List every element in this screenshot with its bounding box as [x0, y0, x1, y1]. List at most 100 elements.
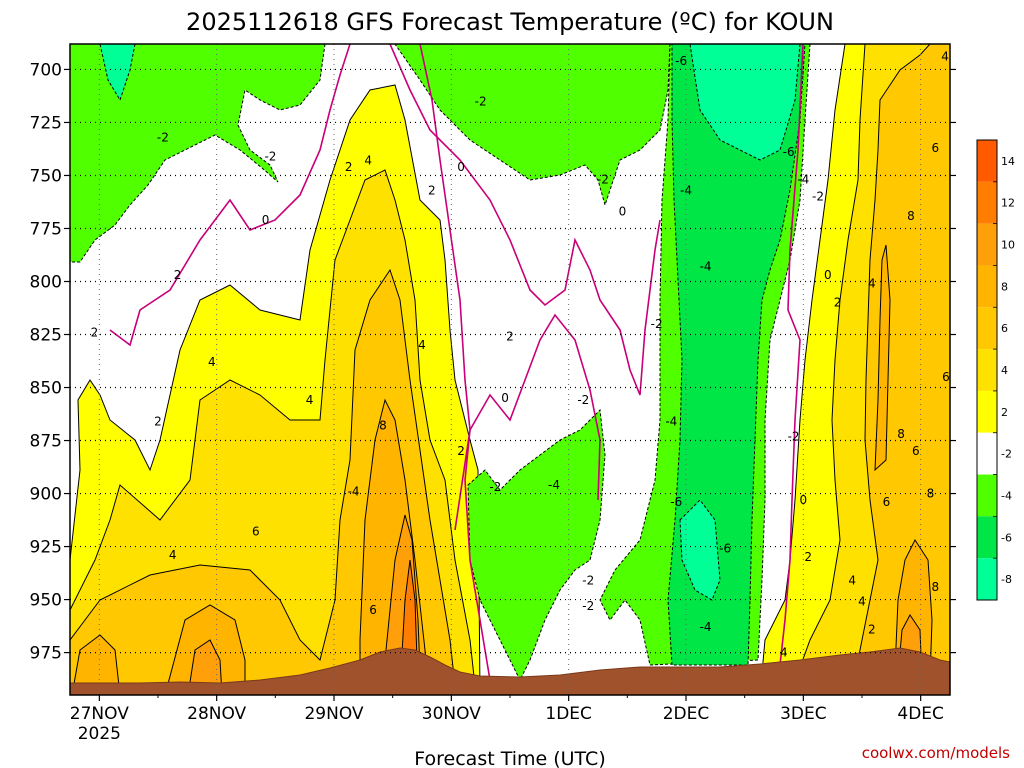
- x-tick-sublabel: 2025: [78, 724, 121, 744]
- contour-label: 8: [927, 487, 935, 501]
- y-tick-label: 950: [30, 591, 62, 611]
- x-tick-label: 30NOV: [422, 704, 481, 724]
- colorbar-label: 14: [1001, 155, 1015, 168]
- contour-label: -2: [582, 599, 594, 613]
- y-tick-label: 750: [30, 166, 62, 186]
- y-tick-label: 825: [30, 326, 62, 346]
- x-tick-label: 3DEC: [780, 704, 827, 724]
- contour-label: 0: [262, 213, 270, 227]
- warm-region-10: [187, 514, 422, 695]
- contour-label: 2: [834, 296, 842, 310]
- contour-label: 0: [800, 493, 808, 507]
- colorbar-swatch: [977, 558, 997, 600]
- contour-label: 2: [91, 325, 99, 339]
- contour-label: 4: [208, 355, 216, 369]
- cold-region-left: [70, 44, 326, 263]
- contour-label: -2: [812, 190, 824, 204]
- contour-label: 8: [379, 419, 387, 433]
- contour-label: 4: [306, 393, 314, 407]
- zero-isotherm-5: [779, 44, 804, 666]
- contour-label: 8: [932, 580, 940, 594]
- contour-label: 4: [780, 646, 788, 660]
- x-tick-label: 27NOV: [70, 704, 129, 724]
- x-tick-label: 28NOV: [187, 704, 246, 724]
- contour-label: -2: [582, 573, 594, 587]
- y-tick-label: 700: [30, 60, 62, 80]
- contour-label: 0: [619, 205, 627, 219]
- contour-label: 2: [868, 622, 876, 636]
- contour-label: -2: [157, 130, 169, 144]
- y-tick-label: 875: [30, 432, 62, 452]
- colorbar-label: -4: [1001, 489, 1012, 502]
- contour-label: 2: [428, 183, 436, 197]
- colorbar-label: 8: [1001, 280, 1008, 293]
- terrain: [70, 647, 950, 695]
- y-tick-label: 725: [30, 113, 62, 133]
- contour-label: 4: [941, 50, 949, 64]
- contour-label: 4: [364, 154, 372, 168]
- contour-label: -4: [700, 260, 712, 274]
- contour-label: 6: [932, 141, 940, 155]
- colorbar-frame: [976, 139, 998, 601]
- warm-region-6: [70, 268, 457, 695]
- cold-region-top-middle: [394, 44, 671, 207]
- zero-isotherm-1: [109, 44, 351, 347]
- contour-label: -2: [577, 393, 589, 407]
- colorbar-swatch: [977, 432, 997, 475]
- contour-label: -4: [548, 478, 560, 492]
- colorbar-swatch: [977, 474, 997, 517]
- contour-label: 8: [907, 209, 915, 223]
- zero-isotherm-4: [454, 313, 601, 531]
- contour-label: 6: [912, 444, 920, 458]
- y-tick-label: 900: [30, 485, 62, 505]
- chart-title: 2025112618 GFS Forecast Temperature (ºC)…: [186, 8, 834, 36]
- colorbar-label: -6: [1001, 531, 1012, 544]
- colorbar-swatch: [977, 181, 997, 224]
- cold-region-middle: [467, 408, 606, 682]
- contour-label: 2: [174, 268, 182, 282]
- contour-label: -6: [783, 145, 795, 159]
- zero-isotherm-3: [419, 44, 491, 681]
- x-tick-label: 29NOV: [304, 704, 363, 724]
- contour-label: 6: [369, 603, 377, 617]
- contour-label: -2: [597, 173, 609, 187]
- contour-label: -4: [348, 484, 360, 498]
- colorbar-label: -8: [1001, 573, 1012, 586]
- contour-label: 4: [858, 595, 866, 609]
- colorbar-swatch: [977, 140, 997, 182]
- cold-region-left-6: [99, 44, 136, 102]
- contour-label: 2: [457, 444, 465, 458]
- contour-label: -4: [700, 620, 712, 634]
- contour-label: 4: [169, 548, 177, 562]
- colorbar-swatch: [977, 516, 997, 559]
- colorbar-swatch: [977, 307, 997, 350]
- colorbar: 14 12 10 8 6 4 2 -2 -4 -6 -8: [976, 139, 1015, 601]
- temperature-field: [70, 44, 950, 695]
- colorbar-swatch: [977, 390, 997, 433]
- contour-label: 6: [942, 370, 950, 384]
- y-tick-label: 775: [30, 219, 62, 239]
- contour-label: 4: [418, 338, 426, 352]
- colorbar-label: 6: [1001, 322, 1008, 335]
- contour-label: 6: [252, 525, 260, 539]
- y-tick-label: 800: [30, 272, 62, 292]
- contour-label: -2: [489, 480, 501, 494]
- contour-label: 4: [848, 573, 856, 587]
- x-tick-label: 2DEC: [663, 704, 710, 724]
- contour-label: 8: [897, 427, 905, 441]
- contour-label: -6: [719, 542, 731, 556]
- grid-lines: [70, 44, 950, 695]
- zero-isotherm-2: [389, 44, 661, 396]
- cold-region-right-6: [679, 44, 801, 601]
- colorbar-swatch: [977, 265, 997, 308]
- credit-text: coolwx.com/models: [862, 744, 1010, 762]
- colorbar-swatch: [977, 223, 997, 266]
- x-tick-label: 1DEC: [545, 704, 592, 724]
- y-tick-label: 925: [30, 538, 62, 558]
- x-axis-label: Forecast Time (UTC): [414, 748, 605, 768]
- contour-label: -4: [665, 414, 677, 428]
- contour-label: -6: [670, 495, 682, 509]
